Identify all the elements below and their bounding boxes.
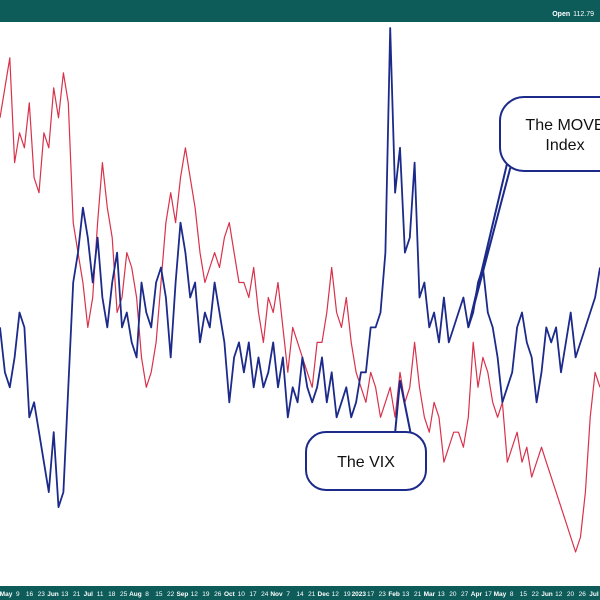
x-tick-label: 12 [555,591,563,598]
open-label: Open [552,11,571,18]
x-tick-label: May [494,591,507,598]
x-tick-label: 22 [532,591,540,598]
callout-box [499,96,600,172]
x-tick-label: 15 [520,591,528,598]
x-tick-label: 2023 [352,591,367,598]
x-tick-label: 17 [485,591,493,598]
x-tick-label: 13 [61,591,69,598]
x-tick-label: Jun [47,591,59,598]
x-tick-label: Feb [388,591,400,598]
x-tick-label: 16 [26,591,34,598]
x-tick-label: Jul [589,591,599,598]
callout-label: Index [545,137,584,154]
x-tick-label: Jul [84,591,94,598]
x-tick-label: Dec [318,591,330,598]
x-tick-label: 20 [567,591,575,598]
x-tick-label: Oct [224,591,236,598]
x-tick-label: 8 [510,591,514,598]
x-tick-label: 10 [238,591,246,598]
series-layer [0,27,600,553]
x-tick-label: Jun [541,591,553,598]
top-toolbar: Open 112.79 [0,0,600,22]
x-tick-label: Aug [129,591,142,598]
x-tick-label: 12 [191,591,199,598]
series-line-vix [0,57,600,553]
x-tick-label: 21 [414,591,422,598]
x-tick-label: Apr [471,591,483,598]
callout-label: The MOVE [525,117,600,134]
x-tick-label: 13 [402,591,410,598]
x-tick-label: 7 [286,591,290,598]
x-tick-label: 9 [16,591,20,598]
x-tick-label: 26 [579,591,587,598]
x-tick-label: 23 [379,591,387,598]
x-tick-label: 19 [202,591,210,598]
open-price-readout: Open 112.79 [552,11,594,18]
x-tick-label: 19 [343,591,351,598]
x-tick-label: 21 [308,591,316,598]
x-axis-bar [0,586,600,600]
x-tick-label: 8 [145,591,149,598]
x-tick-label: 11 [97,591,104,598]
open-value: 112.79 [573,11,594,18]
x-tick-label: Sep [176,591,188,598]
x-tick-label: 18 [108,591,116,598]
x-tick-label: 17 [367,591,375,598]
x-tick-label: Nov [270,591,283,598]
callout-move-index: The MOVE Index [467,96,600,328]
callout-label: The VIX [337,454,395,471]
x-tick-label: 26 [214,591,222,598]
x-tick-label: 23 [38,591,46,598]
x-tick-label: 15 [155,591,163,598]
x-tick-label: 24 [261,591,269,598]
x-tick-label: 14 [296,591,304,598]
tick-layer: May 9 16 23 Jun 13 21 Jul 11 18 25 Aug 8 15 22 Sep 12 19 2… [0,591,599,598]
callout-box [305,431,427,491]
x-tick-label: Mar [424,591,436,598]
callout-vix: The VIX [305,380,427,491]
x-tick-label: 20 [449,591,457,598]
series-line-move-index [0,27,600,508]
x-axis: May 9 16 23 Jun 13 21 Jul 11 18 25 Aug 8 15 22 Sep 12 19 2… [0,591,599,598]
x-tick-label: 27 [461,591,469,598]
x-tick-label: 22 [167,591,175,598]
x-tick-label: 17 [249,591,257,598]
x-tick-label: 13 [437,591,445,598]
callout-layer: The MOVE Index The VIX [305,96,600,491]
x-tick-label: 21 [73,591,81,598]
x-tick-label: May [0,591,13,598]
x-tick-label: 12 [332,591,340,598]
x-tick-label: 25 [120,591,128,598]
